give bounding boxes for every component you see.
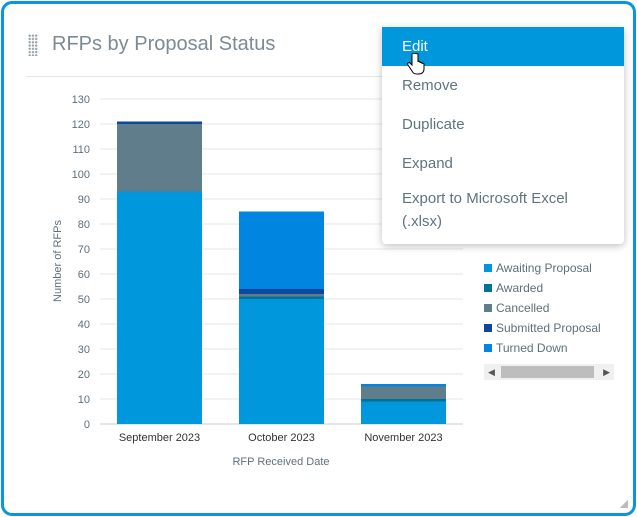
hand-cursor-icon bbox=[407, 53, 425, 75]
legend-item[interactable]: Awaiting Proposal bbox=[484, 258, 601, 278]
y-tick-label: 0 bbox=[84, 419, 90, 431]
y-tick-label: 50 bbox=[78, 294, 90, 306]
bar-segment[interactable] bbox=[117, 191, 202, 425]
y-tick-label: 100 bbox=[72, 169, 90, 181]
bar-segment[interactable] bbox=[361, 386, 446, 400]
legend-swatch bbox=[484, 344, 492, 352]
bar-segment[interactable] bbox=[117, 124, 202, 192]
y-tick-label: 20 bbox=[78, 369, 90, 381]
legend-item[interactable]: Awarded bbox=[484, 278, 601, 298]
menu-item-duplicate[interactable]: Duplicate bbox=[402, 116, 465, 133]
legend-item[interactable]: Submitted Proposal bbox=[484, 318, 601, 338]
bar-segment[interactable] bbox=[117, 121, 202, 125]
legend-item[interactable]: Cancelled bbox=[484, 298, 601, 318]
bar-segment[interactable] bbox=[239, 211, 324, 290]
divider bbox=[26, 76, 611, 77]
y-tick-label: 30 bbox=[78, 344, 90, 356]
x-tick-label: October 2023 bbox=[248, 432, 315, 444]
y-tick-label: 70 bbox=[78, 244, 90, 256]
legend-swatch bbox=[484, 284, 492, 292]
y-tick-label: 130 bbox=[72, 94, 90, 106]
scroll-right-icon[interactable]: ▶ bbox=[603, 367, 610, 377]
menu-item-expand[interactable]: Expand bbox=[402, 155, 453, 172]
bar-segment[interactable] bbox=[239, 289, 324, 294]
legend-label: Submitted Proposal bbox=[496, 321, 601, 335]
menu-item-remove[interactable]: Remove bbox=[402, 77, 458, 94]
x-tick-label: November 2023 bbox=[364, 432, 442, 444]
x-tick-label: September 2023 bbox=[119, 432, 200, 444]
y-tick-label: 80 bbox=[78, 219, 90, 231]
drag-handle-icon[interactable] bbox=[28, 34, 38, 56]
legend-label: Awarded bbox=[496, 281, 544, 295]
bar-segment[interactable] bbox=[239, 299, 324, 424]
bar-segment[interactable] bbox=[361, 399, 446, 402]
y-tick-label: 10 bbox=[78, 394, 90, 406]
x-axis-label: RFP Received Date bbox=[232, 456, 329, 468]
chart-legend: Awaiting Proposal Awarded Cancelled Submitt… bbox=[484, 258, 601, 358]
resize-handle[interactable] bbox=[620, 500, 628, 508]
bar-segment[interactable] bbox=[239, 294, 324, 297]
bar-segment[interactable] bbox=[361, 401, 446, 425]
scrollbar-thumb[interactable] bbox=[501, 366, 594, 378]
legend-scrollbar[interactable]: ◀ ▶ bbox=[484, 364, 614, 380]
bar-segment[interactable] bbox=[239, 296, 324, 300]
menu-item-export-excel[interactable]: Export to Microsoft Excel (.xlsx) bbox=[402, 190, 568, 230]
y-tick-label: 60 bbox=[78, 269, 90, 281]
menu-item-edit[interactable]: Edit bbox=[382, 27, 624, 66]
legend-label: Awaiting Proposal bbox=[496, 261, 592, 275]
legend-label: Turned Down bbox=[496, 341, 568, 355]
y-tick-label: 40 bbox=[78, 319, 90, 331]
y-tick-label: 110 bbox=[72, 144, 90, 156]
scroll-left-icon[interactable]: ◀ bbox=[488, 367, 495, 377]
y-axis-label: Number of RFPs bbox=[52, 220, 64, 302]
legend-swatch bbox=[484, 264, 492, 272]
widget-title: RFPs by Proposal Status bbox=[52, 33, 276, 55]
legend-swatch bbox=[484, 304, 492, 312]
bar-segment[interactable] bbox=[361, 384, 446, 387]
y-tick-label: 90 bbox=[78, 194, 90, 206]
legend-swatch bbox=[484, 324, 492, 332]
y-tick-label: 120 bbox=[72, 119, 90, 131]
legend-label: Cancelled bbox=[496, 301, 550, 315]
legend-item[interactable]: Turned Down bbox=[484, 338, 601, 358]
